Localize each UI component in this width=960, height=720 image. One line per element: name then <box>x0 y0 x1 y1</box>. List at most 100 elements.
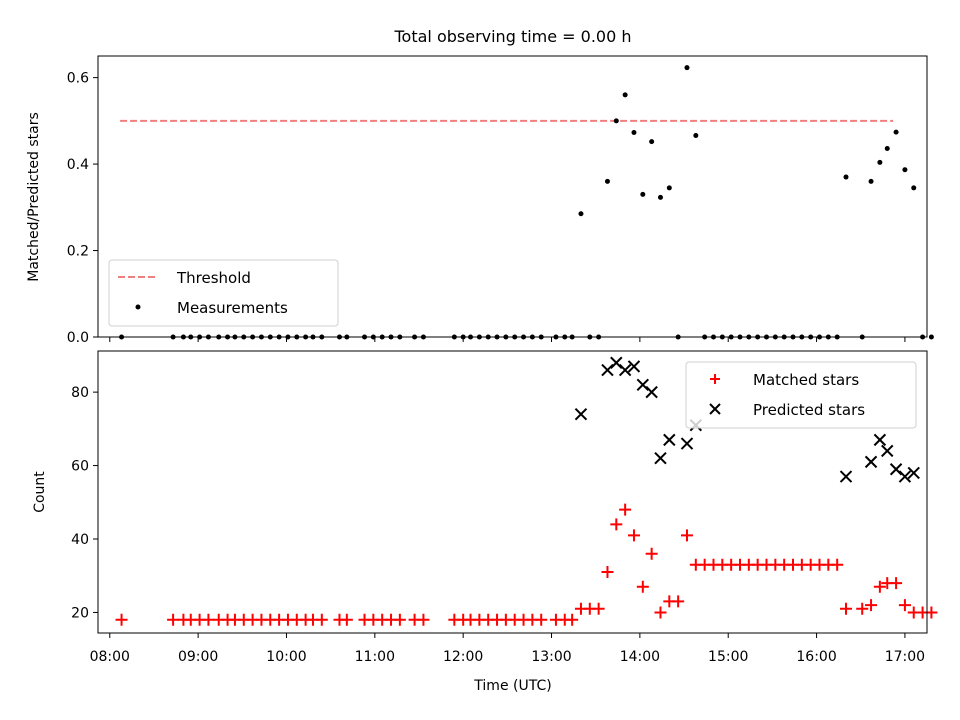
predicted-star-point <box>601 363 614 377</box>
predicted-star-point <box>873 433 887 447</box>
measurement-point <box>884 146 890 152</box>
measurement-point <box>578 211 584 217</box>
x-tick-label: 17:00 <box>885 649 925 665</box>
matched-star-point <box>672 595 685 608</box>
predicted-star-point <box>663 433 676 447</box>
x-tick-label: 10:00 <box>266 649 306 665</box>
x-tick-label: 09:00 <box>178 649 218 665</box>
measurement-point <box>604 178 610 184</box>
y-tick-label: 0.0 <box>67 330 89 346</box>
matched-star-point <box>115 613 128 626</box>
predicted-star-point <box>610 356 623 369</box>
y-tick-label: 0.4 <box>67 157 89 173</box>
x-tick-label: 11:00 <box>355 649 395 665</box>
legend-threshold-label: Threshold <box>176 269 251 287</box>
matched-star-point <box>873 580 886 593</box>
x-ticks-bottom: 08:00 09:00 10:00 11:00 12:00 13:00 14:00 15:00… <box>90 633 925 665</box>
predicted-star-point <box>645 385 658 399</box>
x-ticks-top <box>109 337 906 342</box>
predicted-star-point <box>898 470 912 483</box>
matched-star-point <box>417 613 430 626</box>
matched-star-point <box>654 606 667 619</box>
y-tick-label: 0.6 <box>67 71 89 87</box>
measurement-point <box>928 334 934 340</box>
legend-matched-label: Matched stars <box>753 371 859 389</box>
measurement-point <box>902 167 908 173</box>
legend-matched-swatch <box>710 374 720 384</box>
counts-points <box>115 356 938 626</box>
x-tick-label: 08:00 <box>90 649 130 665</box>
predicted-star-point <box>636 378 650 391</box>
measurement-point <box>666 185 672 191</box>
panel-counts: Count Time (UTC) 20 40 60 80 08:00 09:00 10:0… <box>32 350 938 694</box>
matched-star-point <box>202 613 215 626</box>
y-axis-label-ratio: Matched/Predicted stars <box>26 112 42 282</box>
matched-star-point <box>856 602 869 615</box>
matched-star-point <box>645 547 658 560</box>
matched-star-point <box>636 580 649 593</box>
measurement-point <box>631 130 637 136</box>
predicted-star-point <box>839 470 853 483</box>
legend-predicted-swatch <box>709 403 721 415</box>
predicted-star-point <box>627 360 641 373</box>
measurement-point <box>877 159 883 165</box>
matched-star-point <box>619 503 632 516</box>
y-tick-label: 0.2 <box>67 244 89 260</box>
matched-star-point <box>627 529 640 542</box>
predicted-star-point <box>680 437 694 450</box>
matched-star-point <box>898 599 911 612</box>
y-tick-label: 40 <box>71 532 89 548</box>
matched-star-point <box>340 613 353 626</box>
x-tick-label: 12:00 <box>443 649 483 665</box>
plot-frame-bottom <box>97 350 928 634</box>
predicted-star-point <box>881 444 894 458</box>
y-ticks-ratio: 0.0 0.2 0.4 0.6 <box>67 71 98 346</box>
x-tick-label: 15:00 <box>708 649 748 665</box>
predicted-star-point <box>864 455 878 469</box>
x-tick-label: 13:00 <box>531 649 571 665</box>
measurement-point <box>640 191 646 197</box>
y-tick-label: 80 <box>71 385 89 401</box>
y-tick-label: 20 <box>71 605 89 621</box>
predicted-star-point <box>618 363 632 377</box>
matched-star-point <box>535 613 548 626</box>
matched-star-point <box>890 577 903 590</box>
legend-counts: Matched stars Predicted stars <box>685 361 917 429</box>
matched-star-point <box>566 613 579 626</box>
legend-predicted-label: Predicted stars <box>753 401 865 419</box>
measurement-point <box>613 118 619 124</box>
legend-box <box>685 361 917 429</box>
x-axis-label: Time (UTC) <box>473 678 551 694</box>
matched-star-point <box>680 529 693 542</box>
matched-star-point <box>315 613 328 626</box>
x-tick-label: 16:00 <box>796 649 836 665</box>
y-axis-label-count: Count <box>32 471 48 513</box>
x-tick-label: 14:00 <box>620 649 660 665</box>
measurement-point <box>911 185 917 191</box>
matched-star-point <box>592 602 605 615</box>
measurement-point <box>622 92 628 98</box>
chart-title: Total observing time = 0.00 h <box>393 27 631 46</box>
matched-star-point <box>393 613 406 626</box>
legend-box <box>108 259 339 327</box>
matched-star-point <box>831 558 844 571</box>
matched-star-point <box>610 518 623 531</box>
legend-measurements-label: Measurements <box>177 299 288 317</box>
matched-star-point <box>167 613 180 626</box>
legend-measurements-swatch <box>135 304 141 310</box>
measurement-point <box>649 139 655 145</box>
matched-star-point <box>840 602 853 615</box>
predicted-star-point <box>574 407 588 421</box>
panel-ratio: Total observing time = 0.00 h Matched/Pr… <box>26 27 934 346</box>
y-tick-label: 60 <box>71 459 89 475</box>
matched-star-point <box>865 599 878 612</box>
measurement-point <box>843 174 849 180</box>
predicted-star-point <box>654 452 667 465</box>
legend-ratio: Threshold Measurements <box>108 259 339 327</box>
measurement-point <box>893 129 899 135</box>
predicted-star-point <box>907 466 920 480</box>
measurement-point <box>693 133 699 139</box>
measurement-point <box>684 65 690 71</box>
plot-frame-top <box>97 55 928 338</box>
